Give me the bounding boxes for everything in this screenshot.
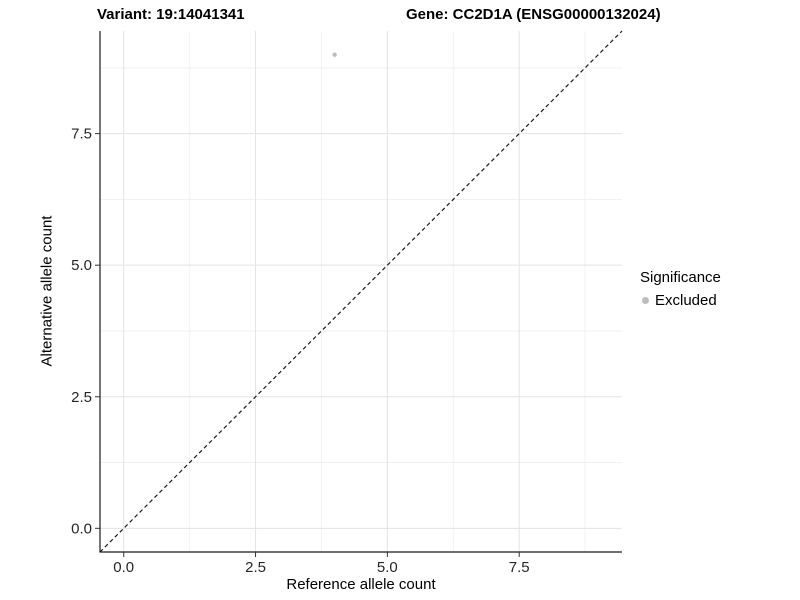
legend-entry-excluded: Excluded [640, 292, 721, 309]
excluded-point-icon [642, 297, 649, 304]
tick-label-y: 7.5 [71, 126, 92, 143]
tick-label-y: 5.0 [71, 257, 92, 274]
plot-title-variant: Variant: 19:14041341 [97, 6, 245, 23]
tick-label-x: 2.5 [245, 559, 266, 576]
y-axis-title: Alternative allele count [38, 215, 56, 367]
identity-line [99, 30, 623, 553]
tick-label-x: 5.0 [377, 559, 398, 576]
tick-label-x: 7.5 [509, 559, 530, 576]
data-point [332, 52, 337, 57]
x-axis-title: Reference allele count [286, 576, 436, 593]
legend-entry-label: Excluded [655, 292, 717, 309]
tick-label-y: 0.0 [71, 520, 92, 537]
tick-label-y: 2.5 [71, 389, 92, 406]
legend-title: Significance [640, 269, 721, 286]
tick-label-x: 0.0 [113, 559, 134, 576]
legend: Significance Excluded [640, 269, 721, 309]
plot-title-gene: Gene: CC2D1A (ENSG00000132024) [406, 6, 661, 23]
